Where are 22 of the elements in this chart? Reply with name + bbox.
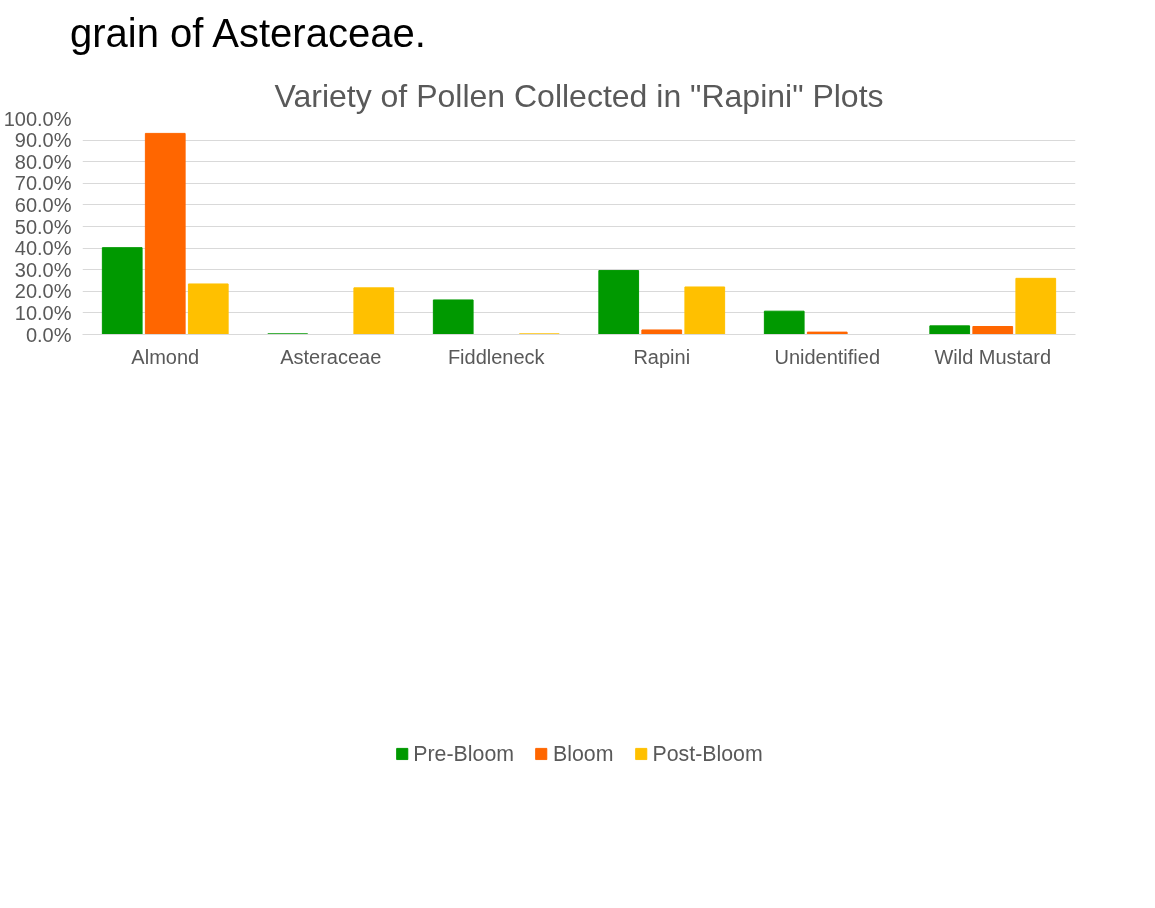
x-tick-label: Rapini (633, 345, 691, 368)
y-tick-label: 90.0% (14, 129, 72, 152)
y-tick-label: 10.0% (14, 301, 72, 324)
legend-label: Bloom (553, 741, 614, 767)
y-tick-label: 80.0% (14, 150, 72, 173)
y-tick-label: 40.0% (14, 237, 72, 260)
legend-label: Post-Bloom (652, 741, 763, 767)
y-tick-label: 20.0% (14, 280, 72, 303)
y-tick-label: 100.0% (3, 107, 72, 130)
legend-label: Pre-Bloom (413, 741, 515, 767)
y-tick-label: 0.0% (25, 323, 72, 346)
y-tick-label: 50.0% (14, 215, 72, 238)
x-tick-label: Unidentified (774, 345, 881, 368)
x-tick-label: Fiddleneck (447, 345, 546, 368)
text: grain of Asteraceae. (70, 10, 426, 57)
x-tick-label: Wild Mustard (934, 345, 1052, 368)
x-tick-label: Almond (131, 345, 200, 368)
x-tick-label: Asteraceae (280, 345, 382, 368)
y-tick-label: 60.0% (14, 193, 72, 216)
y-tick-label: 30.0% (14, 258, 72, 281)
y-tick-label: 70.0% (14, 172, 72, 195)
chart-title: Variety of Pollen Collected in "Rapini" Plots (274, 77, 884, 114)
